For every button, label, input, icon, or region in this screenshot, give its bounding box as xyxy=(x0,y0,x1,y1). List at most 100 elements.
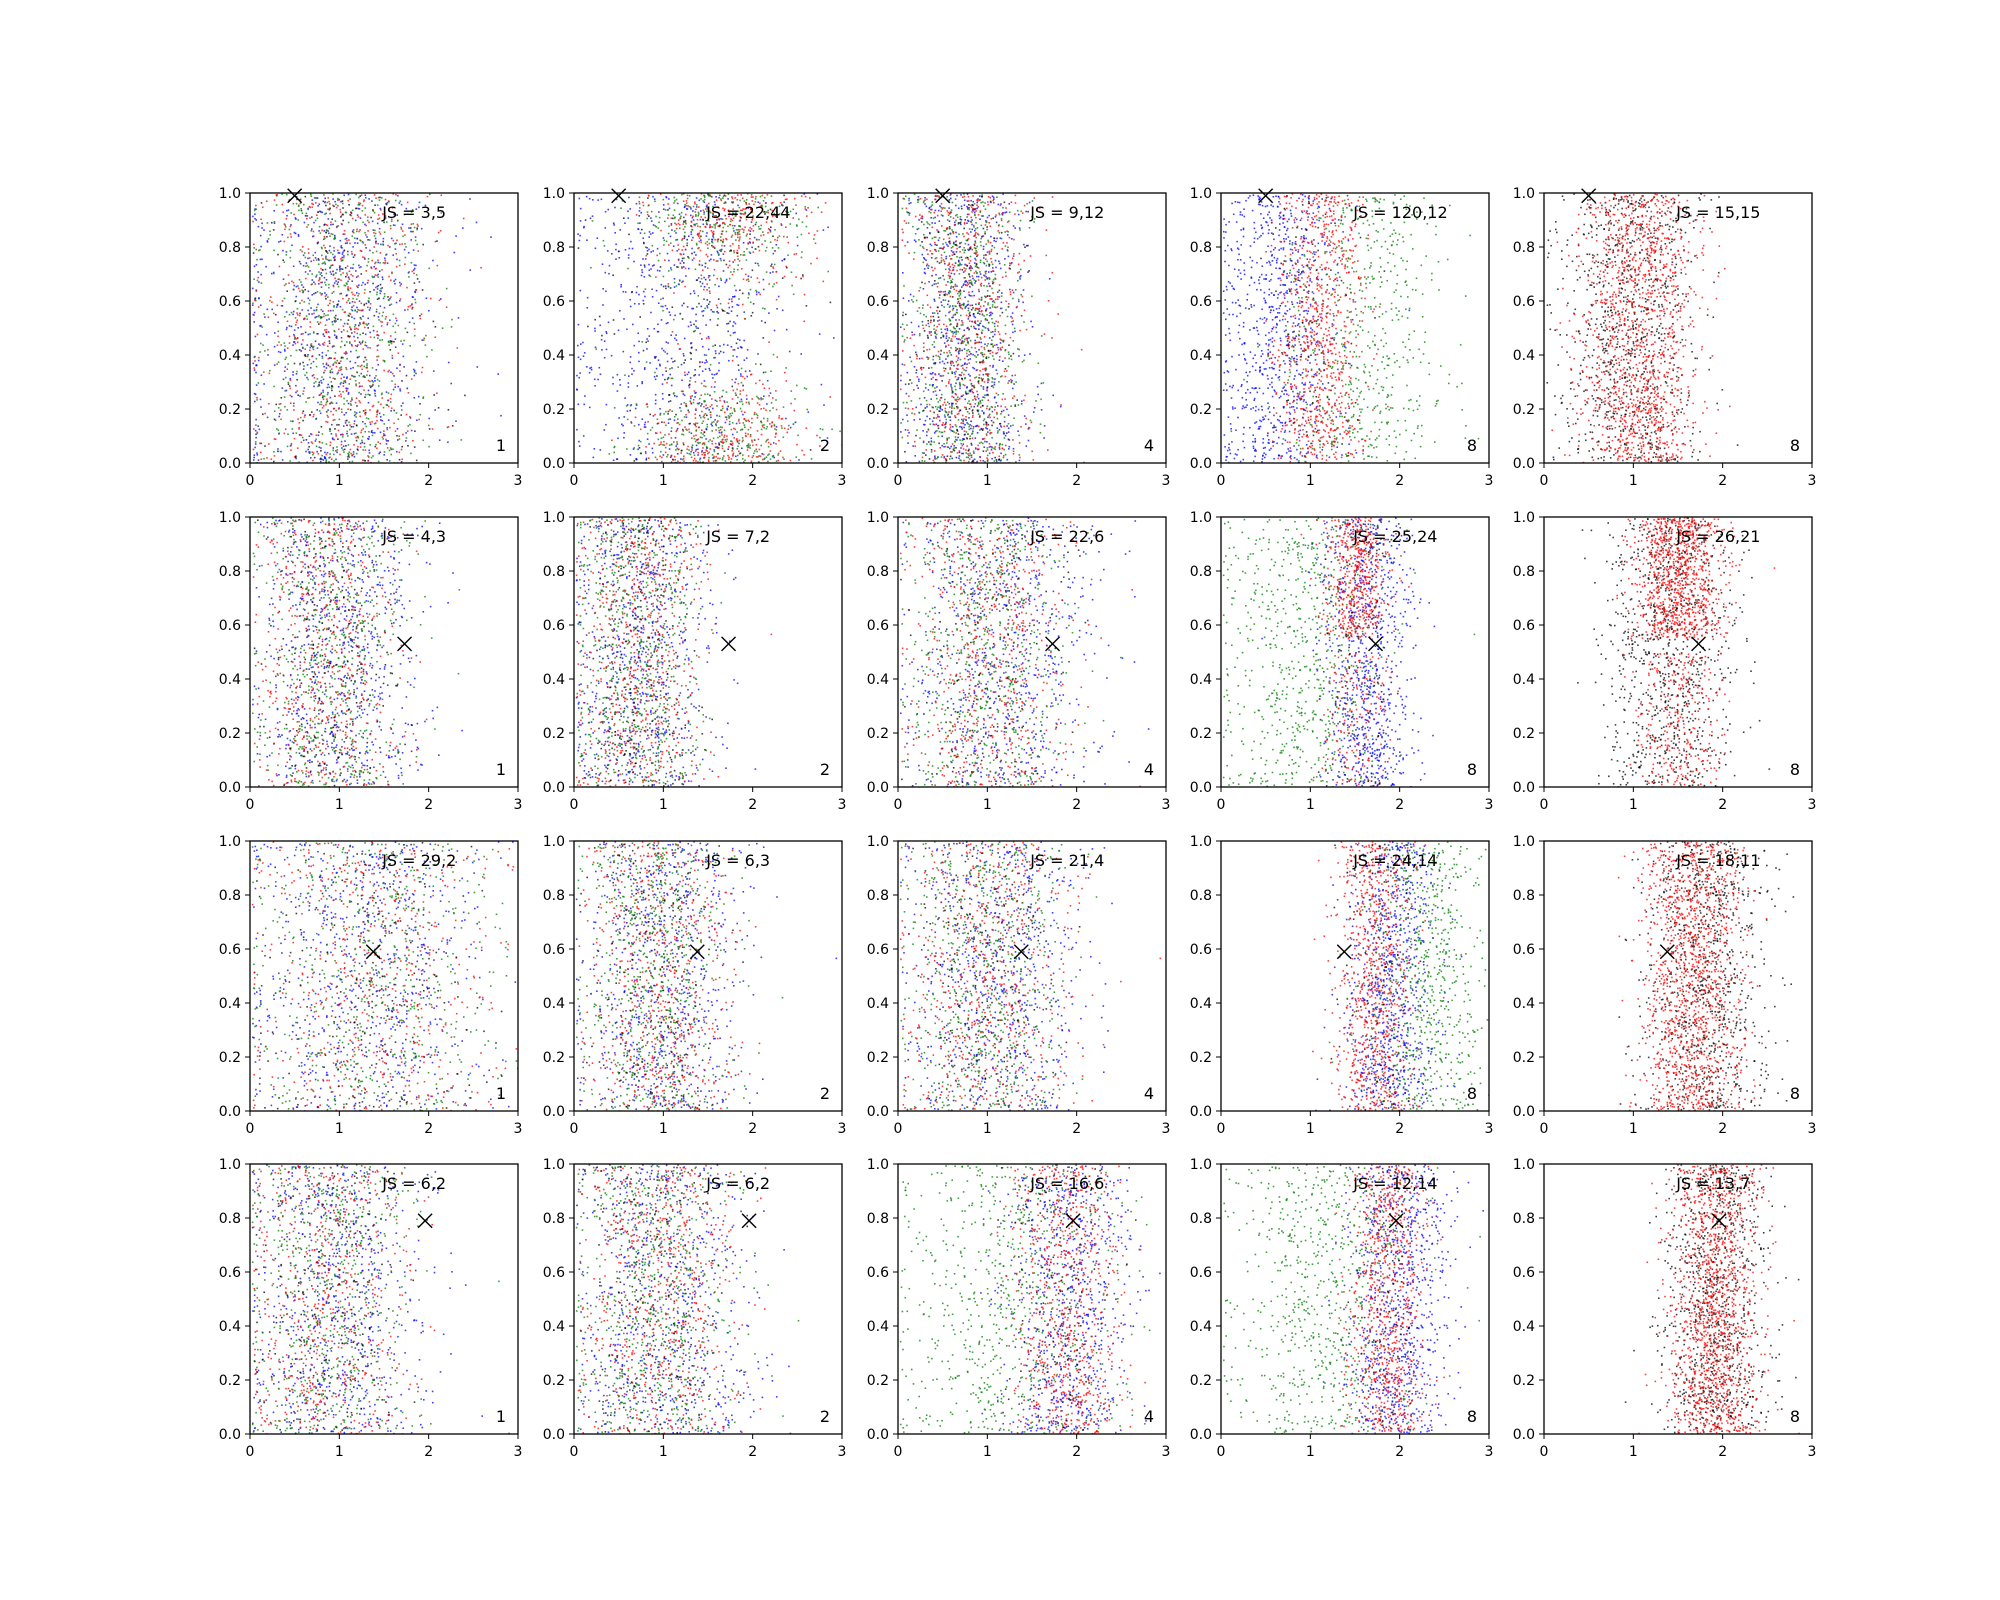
scatter-point xyxy=(416,278,419,280)
scatter-point xyxy=(328,209,331,211)
scatter-point xyxy=(619,310,621,312)
scatter-point xyxy=(718,352,721,355)
scatter-point xyxy=(410,304,413,306)
scatter-point xyxy=(717,427,720,429)
scatter-point xyxy=(765,271,768,273)
scatter-point xyxy=(324,292,326,294)
x-tick-label: 2 xyxy=(424,473,433,489)
scatter-point xyxy=(695,208,697,211)
scatter-point xyxy=(335,206,338,209)
scatter-point xyxy=(734,197,737,199)
scatter-point xyxy=(659,363,661,366)
scatter-point xyxy=(409,345,411,347)
scatter-point xyxy=(719,457,721,460)
scatter-point xyxy=(934,335,937,338)
scatter-point xyxy=(672,217,674,220)
scatter-point xyxy=(350,400,352,403)
scatter-point xyxy=(311,206,313,208)
scatter-point xyxy=(800,195,803,197)
scatter-point xyxy=(380,290,382,292)
scatter-point xyxy=(384,198,387,201)
scatter-point xyxy=(322,459,325,461)
scatter-point xyxy=(673,292,675,294)
scatter-point xyxy=(664,209,667,211)
scatter-point xyxy=(773,456,775,459)
scatter-point xyxy=(755,413,758,415)
scatter-point xyxy=(713,223,715,226)
scatter-point xyxy=(639,232,642,234)
scatter-point xyxy=(316,409,318,411)
scatter-point xyxy=(688,383,691,386)
scatter-point xyxy=(335,435,337,437)
scatter-point xyxy=(1025,328,1028,331)
scatter-point xyxy=(1008,380,1010,382)
scatter-point xyxy=(320,281,322,284)
scatter-point xyxy=(761,453,763,455)
x-tick-label: 1 xyxy=(335,473,344,489)
scatter-point xyxy=(940,396,943,399)
scatter-point xyxy=(785,328,788,331)
scatter-point xyxy=(387,392,390,394)
scatter-point xyxy=(966,363,968,365)
scatter-point xyxy=(329,441,332,444)
scatter-point xyxy=(378,452,380,455)
scatter-point xyxy=(673,281,676,284)
scatter-point xyxy=(736,303,738,306)
scatter-point xyxy=(687,205,689,207)
scatter-point xyxy=(989,307,991,309)
scatter-point xyxy=(667,342,669,344)
scatter-point xyxy=(289,225,292,228)
scatter-point xyxy=(767,438,769,441)
scatter-point xyxy=(691,449,693,451)
scatter-point xyxy=(357,286,359,289)
scatter-point xyxy=(300,208,302,210)
scatter-point xyxy=(277,429,280,431)
scatter-point xyxy=(698,374,700,376)
scatter-point xyxy=(301,346,304,349)
scatter-point xyxy=(720,432,723,434)
scatter-point xyxy=(728,212,731,214)
scatter-point xyxy=(598,366,601,369)
scatter-point xyxy=(961,320,963,322)
scatter-point xyxy=(346,272,348,274)
scatter-point xyxy=(381,321,383,323)
scatter-point xyxy=(952,396,955,399)
scatter-point xyxy=(343,352,346,354)
scatter-point xyxy=(332,364,334,366)
scatter-point xyxy=(795,276,797,278)
scatter-point xyxy=(318,203,321,205)
scatter-point xyxy=(321,211,323,214)
scatter-point xyxy=(644,288,647,290)
scatter-point xyxy=(383,360,386,362)
scatter-point xyxy=(309,326,312,328)
scatter-point xyxy=(728,250,731,252)
scatter-point xyxy=(1043,437,1045,439)
scatter-point xyxy=(347,289,350,292)
scatter-point xyxy=(983,412,985,415)
scatter-point xyxy=(342,297,344,300)
scatter-point xyxy=(915,240,917,243)
scatter-point xyxy=(347,314,350,317)
scatter-point xyxy=(775,408,778,411)
scatter-point xyxy=(263,371,265,373)
scatter-point xyxy=(706,447,709,449)
scatter-point xyxy=(785,380,787,382)
scatter-point xyxy=(967,220,970,223)
scatter-point xyxy=(908,202,910,205)
scatter-point xyxy=(310,307,312,309)
scatter-point xyxy=(285,283,287,285)
scatter-point xyxy=(434,326,437,328)
scatter-point xyxy=(640,452,642,455)
scatter-point xyxy=(322,398,325,401)
scatter-point xyxy=(747,243,749,245)
scatter-point xyxy=(772,235,774,237)
scatter-point xyxy=(683,257,685,259)
scatter-point xyxy=(935,273,937,276)
scatter-point xyxy=(320,403,323,406)
scatter-point xyxy=(383,293,386,295)
scatter-point xyxy=(757,353,759,355)
scatter-point xyxy=(747,455,750,457)
scatter-point xyxy=(760,421,763,424)
scatter-point xyxy=(725,263,728,266)
scatter-point xyxy=(652,224,655,226)
